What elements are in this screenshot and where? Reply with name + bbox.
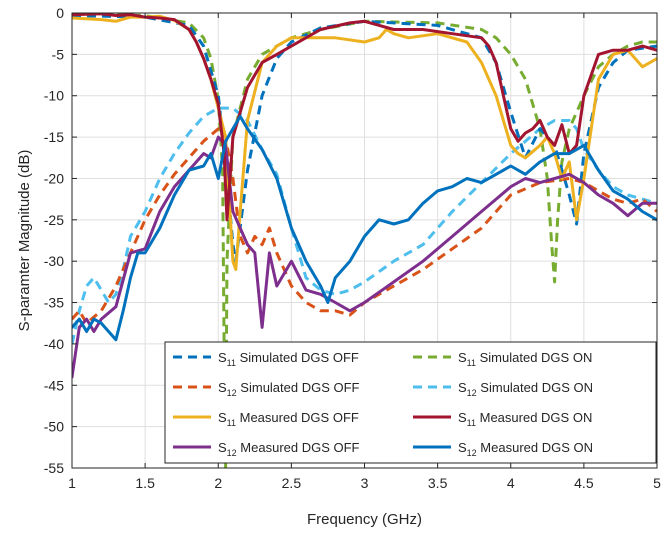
- x-tick-label: 1: [68, 475, 76, 491]
- series-line-s12-simulated-dgs-off: [72, 127, 657, 325]
- legend-label-s11-simulated-dgs-on: S11 Simulated DGS ON: [458, 350, 592, 368]
- y-tick-label: 0: [56, 5, 64, 21]
- legend-label-s12-measured-dgs-off: S12 Measured DGS OFF: [218, 440, 360, 458]
- series-layer: [72, 13, 657, 468]
- legend: S11 Simulated DGS OFF S12 Simulated DGS O…: [164, 341, 657, 464]
- x-tick-label: 2: [214, 475, 222, 491]
- x-axis-title: Frequency (GHz): [307, 511, 422, 528]
- y-tick-label: -40: [44, 336, 64, 352]
- y-axis-title: S-paramter Magnitude (dB): [16, 150, 33, 332]
- y-tick-label: -25: [44, 212, 64, 228]
- legend-label-s11-measured-dgs-on: S11 Measured DGS ON: [458, 410, 592, 428]
- x-tick-label: 3: [361, 475, 369, 491]
- x-tick-label: 2.5: [282, 475, 302, 491]
- y-tick-label: -20: [44, 170, 64, 186]
- x-tick-label: 5: [653, 475, 661, 491]
- series-line-s11-measured-dgs-on: [72, 13, 657, 222]
- legend-label-s12-simulated-dgs-off: S12 Simulated DGS OFF: [218, 380, 360, 398]
- series-line-s12-simulated-dgs-on: [72, 106, 657, 345]
- legend-label-s11-measured-dgs-off: S11 Measured DGS OFF: [218, 410, 359, 428]
- x-tick-label: 1.5: [135, 475, 155, 491]
- legend-box: [164, 341, 657, 464]
- series-line-s12-measured-dgs-on: [72, 114, 657, 342]
- axis-ticks: 1 1.5 2 2.5 3 3.5 4 4.5 5 0 -5 -10 -15 -20 -25 -30 -35 -4…: [44, 5, 661, 491]
- y-tick-label: -30: [44, 253, 64, 269]
- y-tick-label: -10: [44, 88, 64, 104]
- y-tick-label: -5: [52, 46, 65, 62]
- legend-label-s11-simulated-dgs-off: S11 Simulated DGS OFF: [218, 350, 359, 368]
- y-tick-label: -45: [44, 377, 64, 393]
- x-tick-label: 4: [507, 475, 515, 491]
- legend-label-s12-simulated-dgs-on: S12 Simulated DGS ON: [458, 380, 593, 398]
- x-tick-label: 4.5: [574, 475, 594, 491]
- y-tick-label: -55: [44, 460, 64, 476]
- x-tick-label: 3.5: [428, 475, 448, 491]
- series-line-s11-simulated-dgs-on: [72, 13, 657, 468]
- legend-label-s12-measured-dgs-on: S12 Measured DGS ON: [458, 440, 593, 458]
- y-tick-label: -15: [44, 129, 64, 145]
- series-line-s12-measured-dgs-off: [72, 135, 657, 379]
- y-tick-label: -35: [44, 295, 64, 311]
- y-tick-label: -50: [44, 419, 64, 435]
